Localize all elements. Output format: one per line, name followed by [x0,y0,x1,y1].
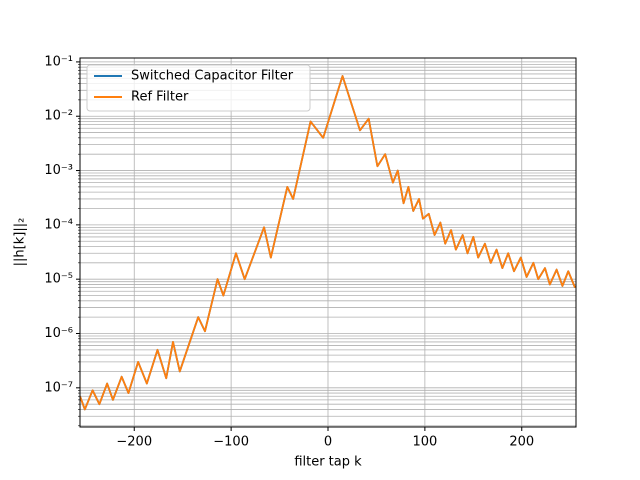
plot-lines [80,75,576,411]
y-axis-label: ||h[k]||₂ [13,218,28,267]
legend-label: Switched Capacitor Filter [131,69,294,84]
y-tick-label: 10⁻² [44,109,73,124]
y-tick-label: 10⁻¹ [44,54,73,69]
y-tick-label: 10⁻⁷ [44,380,73,395]
x-tick-label: 100 [412,435,437,450]
x-axis-label: filter tap k [294,455,362,470]
y-tick-label: 10⁻⁶ [44,326,73,341]
y-tick-label: 10⁻⁵ [44,272,73,287]
series-line [80,75,576,411]
legend: Switched Capacitor Filter Ref Filter [86,64,311,112]
y-tick-label: 10⁻³ [44,163,73,178]
x-tick-label: 200 [509,435,534,450]
x-tick-label: 0 [324,435,332,450]
y-tick-label: 10⁻⁴ [44,217,73,232]
legend-box [86,64,311,112]
ticks: −200 −100 0 100 200 10⁻⁷ 10⁻⁶ 10⁻⁵ 10⁻⁴ 10⁻³ 10⁻² 1… [44,54,534,449]
x-tick-label: −100 [213,435,249,450]
grid [80,58,576,427]
x-tick-label: −200 [116,435,152,450]
legend-label: Ref Filter [131,90,189,105]
